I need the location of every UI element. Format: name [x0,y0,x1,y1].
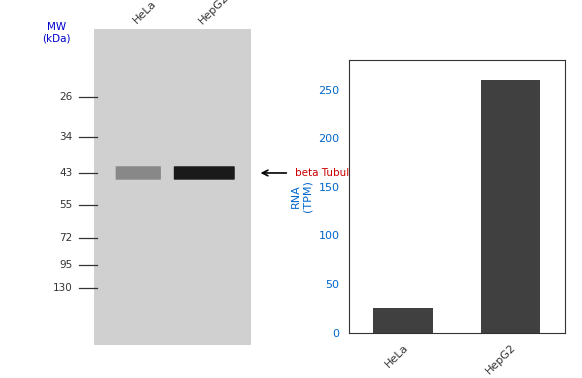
Text: 26: 26 [59,92,72,102]
Text: 72: 72 [59,233,72,243]
Text: 34: 34 [59,132,72,142]
Text: MW
(kDa): MW (kDa) [42,22,71,44]
Text: 95: 95 [59,260,72,270]
Text: 55: 55 [59,200,72,209]
Bar [481,80,540,333]
Text: beta Tubulin 3/ Tuj1: beta Tubulin 3/ Tuj1 [296,168,397,178]
Text: HeLa: HeLa [131,0,158,26]
Bar [94,29,251,345]
Bar [374,308,432,333]
FancyBboxPatch shape [116,166,161,180]
FancyBboxPatch shape [174,166,235,180]
Text: 43: 43 [59,168,72,178]
Text: HepG2: HepG2 [197,0,231,26]
Y-axis label: RNA
(TPM): RNA (TPM) [290,181,313,212]
Text: 130: 130 [52,283,72,293]
